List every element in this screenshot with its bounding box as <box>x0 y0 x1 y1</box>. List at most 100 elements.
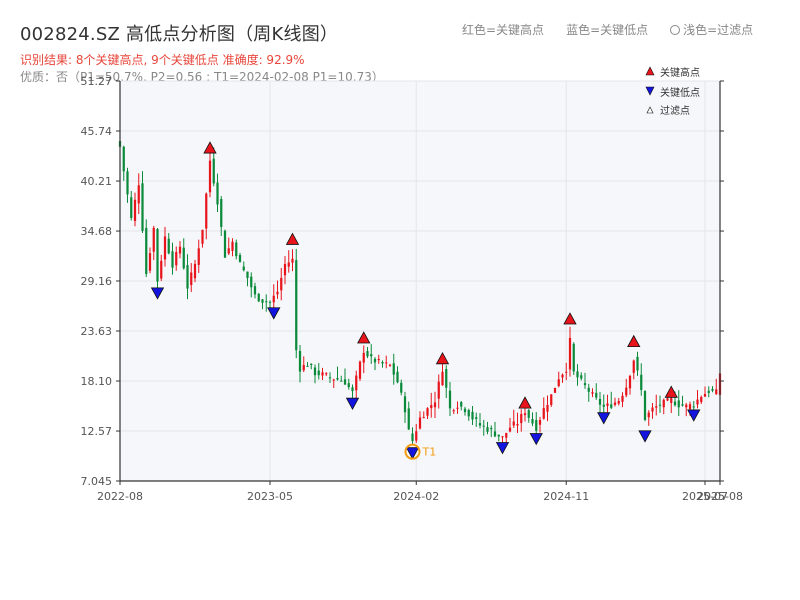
candle-body <box>377 358 380 361</box>
candle-body <box>148 253 152 271</box>
candle-body <box>497 434 500 437</box>
candle-body <box>388 364 392 366</box>
candle-body <box>621 395 624 402</box>
candle-body <box>602 404 605 407</box>
candle-body <box>126 171 129 195</box>
key-high-marker <box>435 351 450 365</box>
top-legend-blue: 蓝色=关键低点 <box>566 23 649 37</box>
candle-body <box>655 406 658 408</box>
candle-body <box>538 419 542 425</box>
candle-body <box>340 380 343 382</box>
candle-body <box>160 260 163 279</box>
candle-body <box>381 361 384 364</box>
candle-body <box>250 276 253 288</box>
candle-body <box>456 407 459 409</box>
candle-body <box>606 403 609 406</box>
key-high-marker <box>563 312 577 325</box>
key-low-marker <box>597 412 611 425</box>
candle-body <box>186 265 189 289</box>
candle-body <box>535 420 538 431</box>
candle-body <box>703 393 707 397</box>
x-tick-label: 2024-02 <box>393 490 439 503</box>
candle-body <box>216 182 219 205</box>
candle-body <box>441 371 444 386</box>
candle-body <box>658 404 662 406</box>
key-low-marker <box>529 433 543 446</box>
candle-body <box>325 373 328 375</box>
candle-body <box>223 230 227 258</box>
candle-body <box>688 404 692 410</box>
candle-body <box>598 398 602 405</box>
candle-body <box>696 399 699 405</box>
candle-body <box>561 374 564 378</box>
y-tick-label: 51.27 <box>81 75 113 88</box>
candle-body <box>295 260 298 351</box>
candle-body <box>445 369 448 388</box>
candle-body <box>422 417 425 419</box>
candle-body <box>448 390 452 409</box>
candle-body <box>280 277 283 291</box>
key-high-marker <box>627 334 641 348</box>
candle-body <box>392 363 395 375</box>
key-low-marker <box>495 442 510 455</box>
candle-body <box>298 350 302 372</box>
legend-filtered-label: 过滤点 <box>660 104 690 117</box>
candle-body <box>625 387 628 396</box>
candle-body <box>167 238 170 254</box>
candle-body <box>332 379 335 381</box>
candle-body <box>516 424 519 426</box>
candle-body <box>681 404 684 406</box>
candle-body <box>587 387 590 392</box>
candle-body <box>636 356 639 371</box>
x-tick-label: 2022-08 <box>97 490 143 503</box>
candle-body <box>193 263 197 279</box>
y-tick-label: 45.74 <box>81 125 113 138</box>
y-tick-label: 18.10 <box>81 375 113 388</box>
candle-body <box>685 404 688 408</box>
top-legend-red: 红色=关键高点 <box>462 23 545 37</box>
candle-body <box>321 372 324 376</box>
candle-body <box>385 362 388 364</box>
candle-body <box>437 381 440 399</box>
legend-filtered-icon <box>646 106 654 114</box>
candle-body <box>403 396 407 413</box>
top-legend-light: 浅色=过滤点 <box>670 21 753 38</box>
candle-body <box>426 408 429 416</box>
candle-body <box>310 363 313 366</box>
candle-body <box>546 404 549 412</box>
candle-body <box>632 360 635 373</box>
candle-body <box>610 404 613 408</box>
candle-body <box>711 388 714 391</box>
candle-body <box>190 272 193 285</box>
candle-body <box>231 241 234 251</box>
key-low-marker <box>267 307 281 320</box>
legend-high-label: 关键高点 <box>660 66 700 79</box>
result-summary: 识别结果: 8个关键高点, 9个关键低点 准确度: 92.9% <box>20 53 305 67</box>
candle-body <box>291 258 294 263</box>
candle-body <box>430 405 433 409</box>
key-low-marker <box>687 409 701 422</box>
candle-body <box>475 417 478 419</box>
key-high-marker <box>285 232 300 245</box>
candle-body <box>276 291 279 295</box>
candle-body <box>595 392 598 398</box>
candle-body <box>141 183 144 231</box>
candle-body <box>576 371 579 378</box>
candle-body <box>396 371 399 383</box>
candle-body <box>572 343 575 372</box>
x-tick-label: 2025-08 <box>697 490 743 503</box>
candle-body <box>407 408 410 430</box>
candle-body <box>302 364 305 371</box>
candle-body <box>366 351 369 357</box>
candle-body <box>490 427 493 430</box>
key-high-marker <box>664 385 678 398</box>
top-legend-light-label: 浅色=过滤点 <box>683 23 754 37</box>
candle-body <box>486 427 489 432</box>
axes: 7.045 12.57 18.10 23.63 29.16 34.68 40.21 45.74… <box>81 75 743 503</box>
candle-body <box>242 266 245 271</box>
candle-body <box>531 418 534 424</box>
candle-body <box>692 406 695 408</box>
candle-body <box>328 377 332 379</box>
candle-body <box>542 408 545 419</box>
